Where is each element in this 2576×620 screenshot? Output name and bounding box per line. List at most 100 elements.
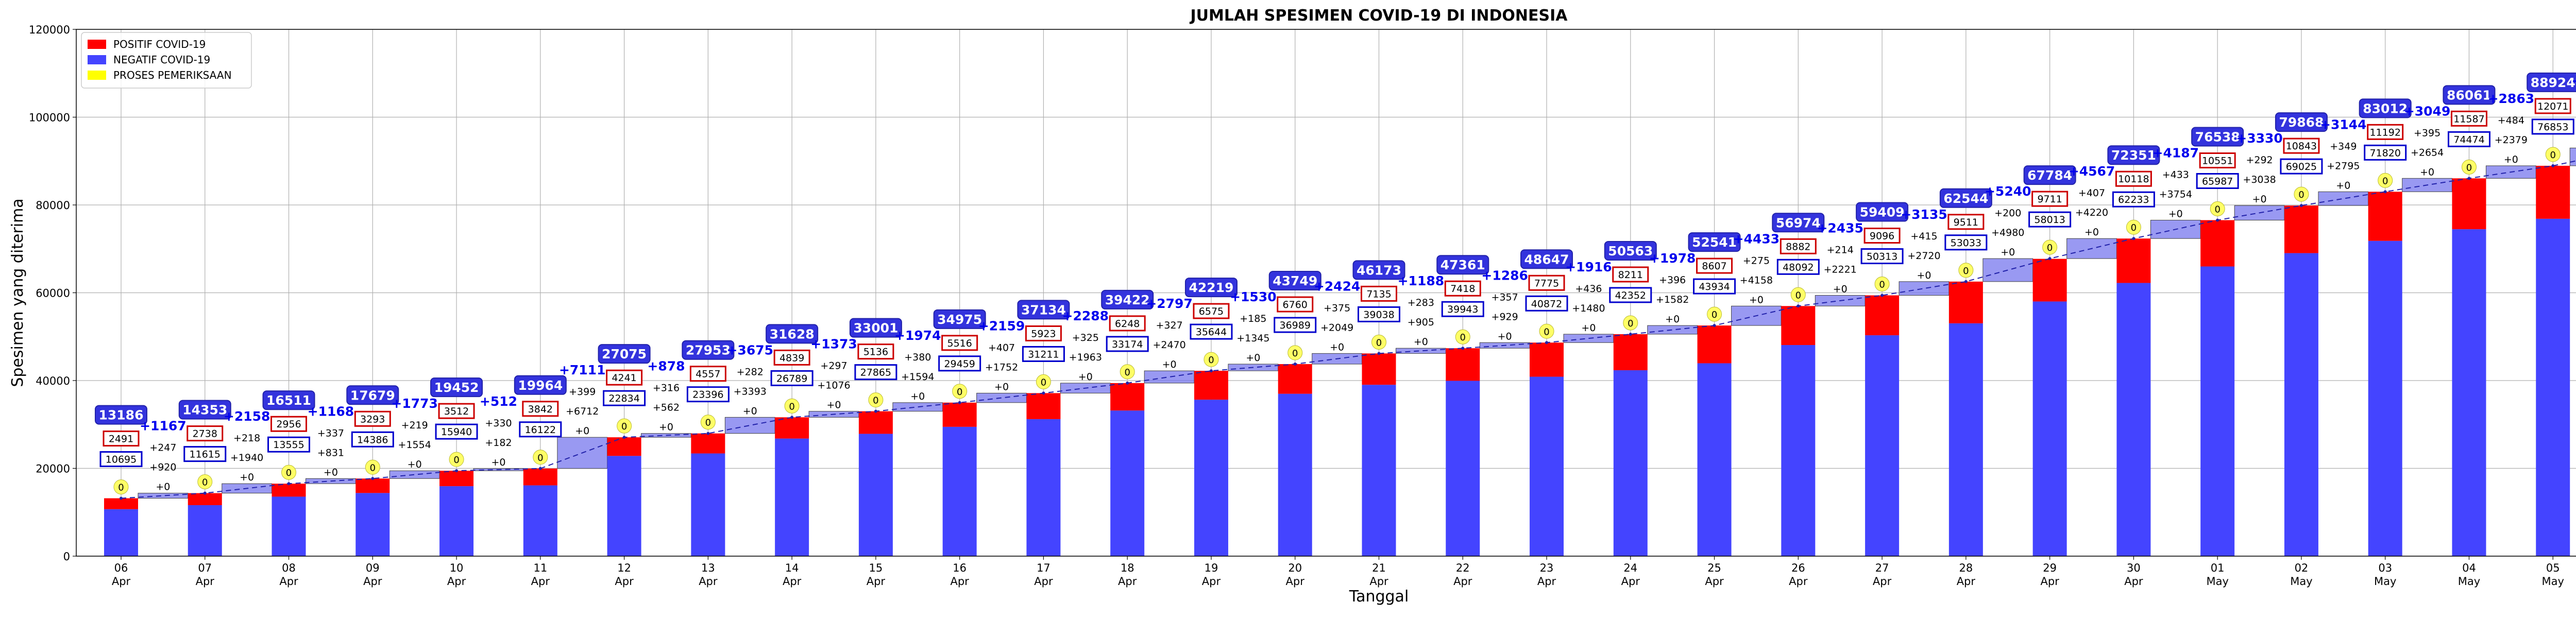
legend-swatch xyxy=(88,55,106,64)
proses-marker xyxy=(2378,173,2393,188)
proses-marker xyxy=(281,464,297,480)
increment-detail-label: +0 xyxy=(659,422,673,433)
positif-label: 3512 xyxy=(444,406,469,417)
total-point xyxy=(455,469,459,473)
increment-total-label: +1773 xyxy=(391,396,438,411)
total-label: 14353 xyxy=(182,403,227,418)
negatif-label: 14386 xyxy=(357,434,388,445)
proses-label: 0 xyxy=(1963,266,1969,277)
positif-label: 10551 xyxy=(2202,156,2233,167)
y-tick-label: 20000 xyxy=(36,463,70,475)
negatif-label: 50313 xyxy=(1867,251,1897,263)
x-tick-day-label: 29 xyxy=(2043,562,2057,574)
increment-detail-label: +0 xyxy=(156,481,170,493)
increment-bar xyxy=(389,470,440,479)
negatif-label: 23396 xyxy=(692,389,723,401)
bar-negatif xyxy=(691,453,725,556)
increment-detail-label: +0 xyxy=(1330,341,1344,353)
positif-box xyxy=(1277,296,1314,313)
negatif-box xyxy=(603,390,646,406)
total-badge xyxy=(178,400,231,420)
increment-detail-label: +4158 xyxy=(1740,274,1773,286)
negatif-box xyxy=(99,451,143,468)
bar-negatif xyxy=(607,456,641,556)
increment-detail-label: +1594 xyxy=(901,371,934,383)
x-tick-day-label: 17 xyxy=(1037,562,1050,574)
negatif-label: 31211 xyxy=(1028,349,1059,360)
negatif-box xyxy=(1274,317,1317,333)
negatif-label: 58013 xyxy=(2034,214,2065,226)
x-tick-month-label: Apr xyxy=(196,575,215,588)
negatif-label: 62233 xyxy=(2118,194,2149,205)
total-badge xyxy=(1268,271,1321,291)
total-label: 34975 xyxy=(937,312,982,327)
total-label: 47361 xyxy=(1440,257,1485,272)
negatif-box xyxy=(1358,306,1400,322)
y-tick-label: 40000 xyxy=(36,375,70,387)
proses-label: 0 xyxy=(2550,150,2556,161)
x-axis-label: Tanggal xyxy=(1349,588,1409,606)
total-label: 50563 xyxy=(1608,244,1653,259)
increment-detail-label: +0 xyxy=(240,472,254,483)
total-badge xyxy=(2191,127,2244,147)
total-label: 19964 xyxy=(518,378,563,393)
proses-label: 0 xyxy=(1879,280,1885,290)
plot-frame xyxy=(76,29,2576,557)
bar-positif xyxy=(1781,306,1816,346)
total-badge xyxy=(1017,300,1070,320)
proses-label: 0 xyxy=(789,401,794,412)
increment-detail-label: +0 xyxy=(1833,284,1848,295)
increment-bar xyxy=(976,392,1027,403)
positif-label: 4557 xyxy=(696,369,720,380)
total-point xyxy=(371,477,375,480)
increment-bar xyxy=(2569,147,2576,166)
bar-positif xyxy=(439,471,474,487)
total-point xyxy=(1880,294,1884,297)
x-tick-month-label: May xyxy=(2374,575,2396,588)
x-tick-day-label: 05 xyxy=(2546,562,2560,574)
bar-negatif xyxy=(2536,218,2570,556)
bar-positif xyxy=(775,417,809,439)
increment-detail-label: +380 xyxy=(904,352,931,363)
y-tick-label: 100000 xyxy=(29,112,70,124)
negatif-label: 65987 xyxy=(2202,176,2233,187)
x-tick-day-label: 23 xyxy=(1540,562,1554,574)
negatif-box xyxy=(2447,131,2490,147)
increment-detail-label: +0 xyxy=(1498,331,1512,342)
x-tick-day-label: 19 xyxy=(1205,562,1218,574)
positif-label: 9511 xyxy=(1954,217,1978,228)
increment-detail-label: +0 xyxy=(2336,180,2350,191)
bar-negatif xyxy=(1110,410,1145,556)
increment-total-label: +3330 xyxy=(2236,131,2283,146)
total-point xyxy=(203,491,207,495)
positif-label: 2738 xyxy=(193,428,217,440)
increment-detail-label: +275 xyxy=(1743,255,1770,266)
total-badge xyxy=(1772,213,1825,233)
total-label: 27953 xyxy=(686,343,731,358)
legend-label: POSITIF COVID-19 xyxy=(113,38,206,50)
x-tick-month-label: May xyxy=(2458,575,2480,588)
positif-label: 8882 xyxy=(1786,241,1810,252)
increment-detail-label: +316 xyxy=(653,383,680,394)
positif-label: 12071 xyxy=(2537,101,2568,112)
x-tick-day-label: 30 xyxy=(2127,562,2141,574)
bar-positif xyxy=(2116,238,2151,283)
positif-label: 7135 xyxy=(1366,288,1391,300)
bar-negatif xyxy=(1194,400,1228,556)
positif-box xyxy=(2199,152,2236,169)
negatif-box xyxy=(2028,211,2072,228)
negatif-box xyxy=(1693,278,1736,295)
total-point xyxy=(287,482,291,486)
proses-marker xyxy=(365,459,380,475)
y-tick-label: 120000 xyxy=(29,24,70,36)
increment-detail-label: +282 xyxy=(737,366,764,377)
total-point xyxy=(958,401,961,404)
proses-label: 0 xyxy=(1292,348,1298,359)
total-point xyxy=(2132,237,2136,240)
bar-negatif xyxy=(942,426,977,556)
total-label: 31628 xyxy=(770,326,815,341)
bar-positif xyxy=(607,437,641,456)
proses-marker xyxy=(1874,277,1890,292)
increment-total-label: +1167 xyxy=(140,419,187,434)
x-tick-day-label: 28 xyxy=(1959,562,1973,574)
